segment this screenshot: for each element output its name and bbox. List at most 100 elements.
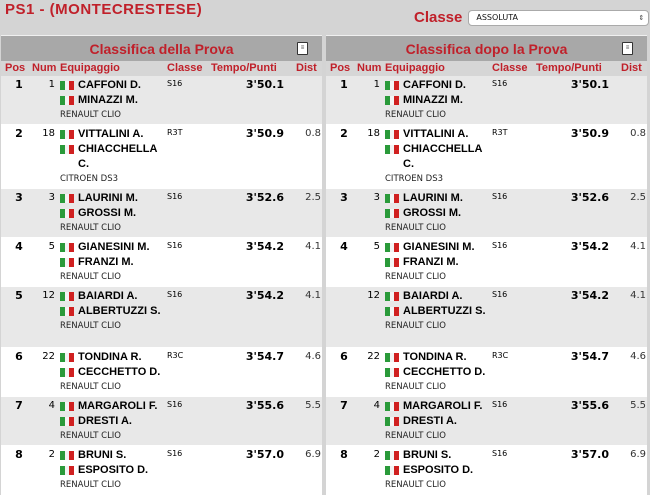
driver-name: GROSSI M. — [60, 206, 167, 221]
car-number: 1 — [48, 79, 55, 90]
driver-name: CAFFONI D. — [385, 78, 492, 93]
position: 6 — [340, 350, 348, 363]
crew: GIANESINI M. FRANZI M. RENAULT CLIO — [60, 238, 167, 286]
car-number: 18 — [42, 128, 55, 139]
italy-flag-icon — [385, 145, 400, 154]
driver-name: CAFFONI D. — [60, 78, 167, 93]
position: 8 — [15, 448, 23, 461]
table-row: 7 4 MARGAROLI F. DRESTI A. RENAULT CLIO S… — [1, 397, 322, 446]
crew: BAIARDI A. ALBERTUZZI S. RENAULT CLIO — [385, 287, 492, 347]
italy-flag-icon — [60, 368, 75, 377]
classe-filter: Classe ASSOLUTA ⇕ — [414, 9, 650, 26]
car-number: 22 — [42, 351, 55, 362]
col-classe[interactable]: Classe — [167, 62, 203, 74]
italy-flag-icon — [385, 292, 400, 301]
gap: 5.5 — [630, 400, 646, 411]
gap: 4.1 — [305, 290, 321, 301]
table-row: 7 4 MARGAROLI F. DRESTI A. RENAULT CLIO S… — [326, 397, 647, 446]
gap: 6.9 — [630, 449, 646, 460]
car-number: 3 — [48, 192, 55, 203]
gap: 4.1 — [305, 241, 321, 252]
italy-flag-icon — [385, 466, 400, 475]
crew: VITTALINI A. CHIACCHELLA C. CITROEN DS3 — [60, 125, 167, 188]
class: R3T — [167, 128, 183, 137]
col-crew[interactable]: Equipaggio — [385, 62, 445, 74]
classe-select[interactable]: ASSOLUTA ⇕ — [468, 9, 650, 26]
position: 2 — [340, 127, 348, 140]
driver-name: FRANZI M. — [385, 255, 492, 270]
panel-header: Classifica della Prova ≡ — [1, 36, 322, 61]
print-icon[interactable]: ≡ — [297, 42, 308, 55]
driver-name: ALBERTUZZI S. — [385, 304, 492, 319]
col-dist[interactable]: Dist — [621, 62, 642, 74]
italy-flag-icon — [385, 209, 400, 218]
position: 3 — [340, 191, 348, 204]
crew: CAFFONI D. MINAZZI M. RENAULT CLIO — [385, 76, 492, 124]
table-row: 8 2 BRUNI S. ESPOSITO D. RENAULT CLIO S16… — [1, 446, 322, 495]
car-number: 12 — [367, 290, 380, 301]
col-time[interactable]: Tempo/Punti — [536, 62, 602, 74]
col-classe[interactable]: Classe — [492, 62, 528, 74]
driver-name: BAIARDI A. — [60, 289, 167, 304]
gap — [615, 76, 647, 124]
time: 3'55.6 — [570, 399, 609, 412]
class: S16 — [492, 400, 508, 409]
driver-name: GIANESINI M. — [60, 240, 167, 255]
italy-flag-icon — [60, 451, 75, 460]
car-number: 2 — [48, 449, 55, 460]
car-model: RENAULT CLIO — [385, 480, 446, 490]
class: S16 — [492, 241, 508, 250]
col-num[interactable]: Num — [357, 62, 382, 74]
position: 7 — [340, 399, 348, 412]
crew: BRUNI S. ESPOSITO D. RENAULT CLIO — [385, 446, 492, 494]
table-row: 12 BAIARDI A. ALBERTUZZI S. RENAULT CLIO … — [326, 287, 647, 348]
class: S16 — [167, 449, 183, 458]
crew: BAIARDI A. ALBERTUZZI S. RENAULT CLIO — [60, 287, 167, 347]
class: S16 — [492, 79, 508, 88]
class: S16 — [167, 290, 183, 299]
gap: 4.1 — [630, 241, 646, 252]
table-row: 5 12 BAIARDI A. ALBERTUZZI S. RENAULT CLI… — [1, 287, 322, 348]
driver-name: GROSSI M. — [385, 206, 492, 221]
col-num[interactable]: Num — [32, 62, 57, 74]
car-number: 3 — [373, 192, 380, 203]
col-pos[interactable]: Pos — [5, 62, 26, 74]
classe-selected: ASSOLUTA — [476, 12, 518, 22]
print-icon[interactable]: ≡ — [622, 42, 633, 55]
car-model: RENAULT CLIO — [60, 272, 121, 282]
position: 4 — [340, 240, 348, 253]
car-model: RENAULT CLIO — [60, 223, 121, 233]
col-crew[interactable]: Equipaggio — [60, 62, 120, 74]
col-dist[interactable]: Dist — [296, 62, 317, 74]
crew: CAFFONI D. MINAZZI M. RENAULT CLIO — [60, 76, 167, 124]
col-pos[interactable]: Pos — [330, 62, 351, 74]
class: R3T — [492, 128, 508, 137]
gap: 4.1 — [630, 290, 646, 301]
car-number: 1 — [373, 79, 380, 90]
driver-name: CECCHETTO D. — [60, 365, 167, 380]
time: 3'52.6 — [245, 191, 284, 204]
driver-name: ALBERTUZZI S. — [60, 304, 167, 319]
driver-name: GIANESINI M. — [385, 240, 492, 255]
crew: VITTALINI A. CHIACCHELLA C. CITROEN DS3 — [385, 125, 492, 188]
italy-flag-icon — [385, 402, 400, 411]
panel-title: Classifica della Prova — [89, 41, 234, 57]
driver-name: MINAZZI M. — [60, 93, 167, 108]
crew: MARGAROLI F. DRESTI A. RENAULT CLIO — [385, 397, 492, 445]
car-number: 5 — [48, 241, 55, 252]
table-row: 8 2 BRUNI S. ESPOSITO D. RENAULT CLIO S16… — [326, 446, 647, 495]
gap: 4.6 — [305, 351, 321, 362]
table-row: 2 18 VITTALINI A. CHIACCHELLA C. CITROEN … — [1, 125, 322, 189]
time: 3'57.0 — [570, 448, 609, 461]
gap: 2.5 — [305, 192, 321, 203]
col-time[interactable]: Tempo/Punti — [211, 62, 277, 74]
gap: 6.9 — [305, 449, 321, 460]
gap: 4.6 — [630, 351, 646, 362]
panel-title: Classifica dopo la Prova — [405, 41, 568, 57]
table-row: 4 5 GIANESINI M. FRANZI M. RENAULT CLIO S… — [326, 238, 647, 287]
position — [326, 287, 362, 347]
italy-flag-icon — [385, 368, 400, 377]
time: 3'54.2 — [245, 289, 284, 302]
italy-flag-icon — [385, 130, 400, 139]
car-number: 12 — [42, 290, 55, 301]
